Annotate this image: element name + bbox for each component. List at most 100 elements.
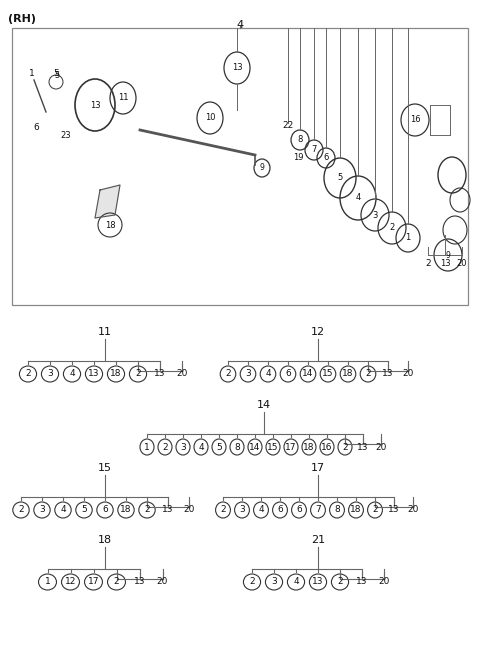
Text: 2: 2 (389, 224, 395, 232)
Text: 5: 5 (216, 443, 222, 451)
Text: 18: 18 (110, 369, 122, 379)
Text: 2: 2 (365, 369, 371, 379)
Text: 6: 6 (296, 506, 302, 514)
Text: 3: 3 (271, 577, 277, 586)
Text: 18: 18 (303, 443, 315, 451)
Text: 1: 1 (29, 68, 35, 77)
Text: 13: 13 (357, 443, 369, 451)
Text: 2: 2 (425, 258, 431, 268)
Text: 11: 11 (98, 327, 112, 337)
Text: 17: 17 (285, 443, 297, 451)
Text: 19: 19 (293, 154, 303, 163)
Text: 2: 2 (135, 369, 141, 379)
Text: 13: 13 (232, 64, 242, 73)
Text: 15: 15 (98, 463, 112, 473)
Text: 2: 2 (337, 577, 343, 586)
Text: 13: 13 (162, 506, 174, 514)
Text: 6: 6 (285, 369, 291, 379)
Text: 2: 2 (114, 577, 120, 586)
Text: 20: 20 (408, 506, 419, 514)
Text: 13: 13 (356, 577, 368, 586)
Text: 18: 18 (105, 220, 115, 230)
Text: 6: 6 (324, 154, 329, 163)
Text: 4: 4 (265, 369, 271, 379)
Text: 18: 18 (342, 369, 354, 379)
Text: 12: 12 (65, 577, 76, 586)
Text: 17: 17 (88, 577, 99, 586)
Text: 2: 2 (225, 369, 231, 379)
Text: 17: 17 (311, 463, 325, 473)
Text: (RH): (RH) (8, 14, 36, 24)
Text: 6: 6 (277, 506, 283, 514)
Text: 8: 8 (234, 443, 240, 451)
Text: 4: 4 (237, 20, 243, 30)
Text: 18: 18 (98, 535, 112, 545)
Text: 13: 13 (440, 258, 450, 268)
Text: 2: 2 (25, 369, 31, 379)
Text: 14: 14 (249, 443, 261, 451)
Text: 18: 18 (350, 506, 362, 514)
Text: 8: 8 (297, 136, 303, 144)
Text: 7: 7 (315, 506, 321, 514)
Text: 2: 2 (162, 443, 168, 451)
Text: 21: 21 (311, 535, 325, 545)
Text: 14: 14 (302, 369, 314, 379)
Text: 12: 12 (311, 327, 325, 337)
Text: 23: 23 (60, 131, 72, 140)
Text: 20: 20 (157, 577, 168, 586)
Text: 16: 16 (410, 115, 420, 125)
Text: 20: 20 (378, 577, 390, 586)
Text: 10: 10 (205, 113, 215, 123)
Bar (12, 28, 468, 305)
Text: 13: 13 (134, 577, 145, 586)
Text: 3: 3 (239, 506, 245, 514)
Text: 9: 9 (260, 163, 264, 173)
Text: 9: 9 (445, 251, 450, 260)
Text: 3: 3 (180, 443, 186, 451)
Text: 4: 4 (60, 506, 66, 514)
Text: 13: 13 (90, 100, 100, 110)
Polygon shape (95, 185, 120, 218)
Text: 6: 6 (102, 506, 108, 514)
Text: 2: 2 (342, 443, 348, 451)
Text: 4: 4 (258, 506, 264, 514)
Text: 13: 13 (88, 369, 100, 379)
Text: 1: 1 (144, 443, 150, 451)
Text: 3: 3 (39, 506, 45, 514)
Text: 2: 2 (220, 506, 226, 514)
Text: 1: 1 (406, 234, 410, 243)
Text: 3: 3 (47, 369, 53, 379)
Text: 2: 2 (144, 506, 150, 514)
Text: 20: 20 (457, 258, 467, 268)
Text: 4: 4 (198, 443, 204, 451)
Text: 2: 2 (249, 577, 255, 586)
Text: 4: 4 (69, 369, 75, 379)
Text: 14: 14 (257, 400, 271, 410)
Text: 2: 2 (372, 506, 378, 514)
Text: 13: 13 (312, 577, 324, 586)
Text: 5: 5 (337, 173, 343, 182)
Text: 1: 1 (45, 577, 50, 586)
Text: 5: 5 (54, 70, 60, 79)
Text: 5: 5 (53, 68, 59, 77)
Text: 13: 13 (154, 369, 166, 379)
Text: 20: 20 (375, 443, 387, 451)
Text: 11: 11 (118, 92, 128, 102)
Text: 20: 20 (176, 369, 188, 379)
Text: 6: 6 (33, 123, 39, 133)
Text: 13: 13 (382, 369, 394, 379)
Text: 7: 7 (312, 146, 317, 155)
Text: 3: 3 (245, 369, 251, 379)
Text: 2: 2 (18, 506, 24, 514)
Text: 8: 8 (334, 506, 340, 514)
Text: 4: 4 (355, 194, 360, 203)
Text: 16: 16 (321, 443, 333, 451)
Text: 5: 5 (81, 506, 87, 514)
Text: 13: 13 (388, 506, 400, 514)
Text: 15: 15 (267, 443, 279, 451)
Text: 15: 15 (322, 369, 334, 379)
Text: 20: 20 (183, 506, 195, 514)
Text: 18: 18 (120, 506, 132, 514)
Text: 20: 20 (402, 369, 414, 379)
Text: 22: 22 (282, 121, 294, 129)
